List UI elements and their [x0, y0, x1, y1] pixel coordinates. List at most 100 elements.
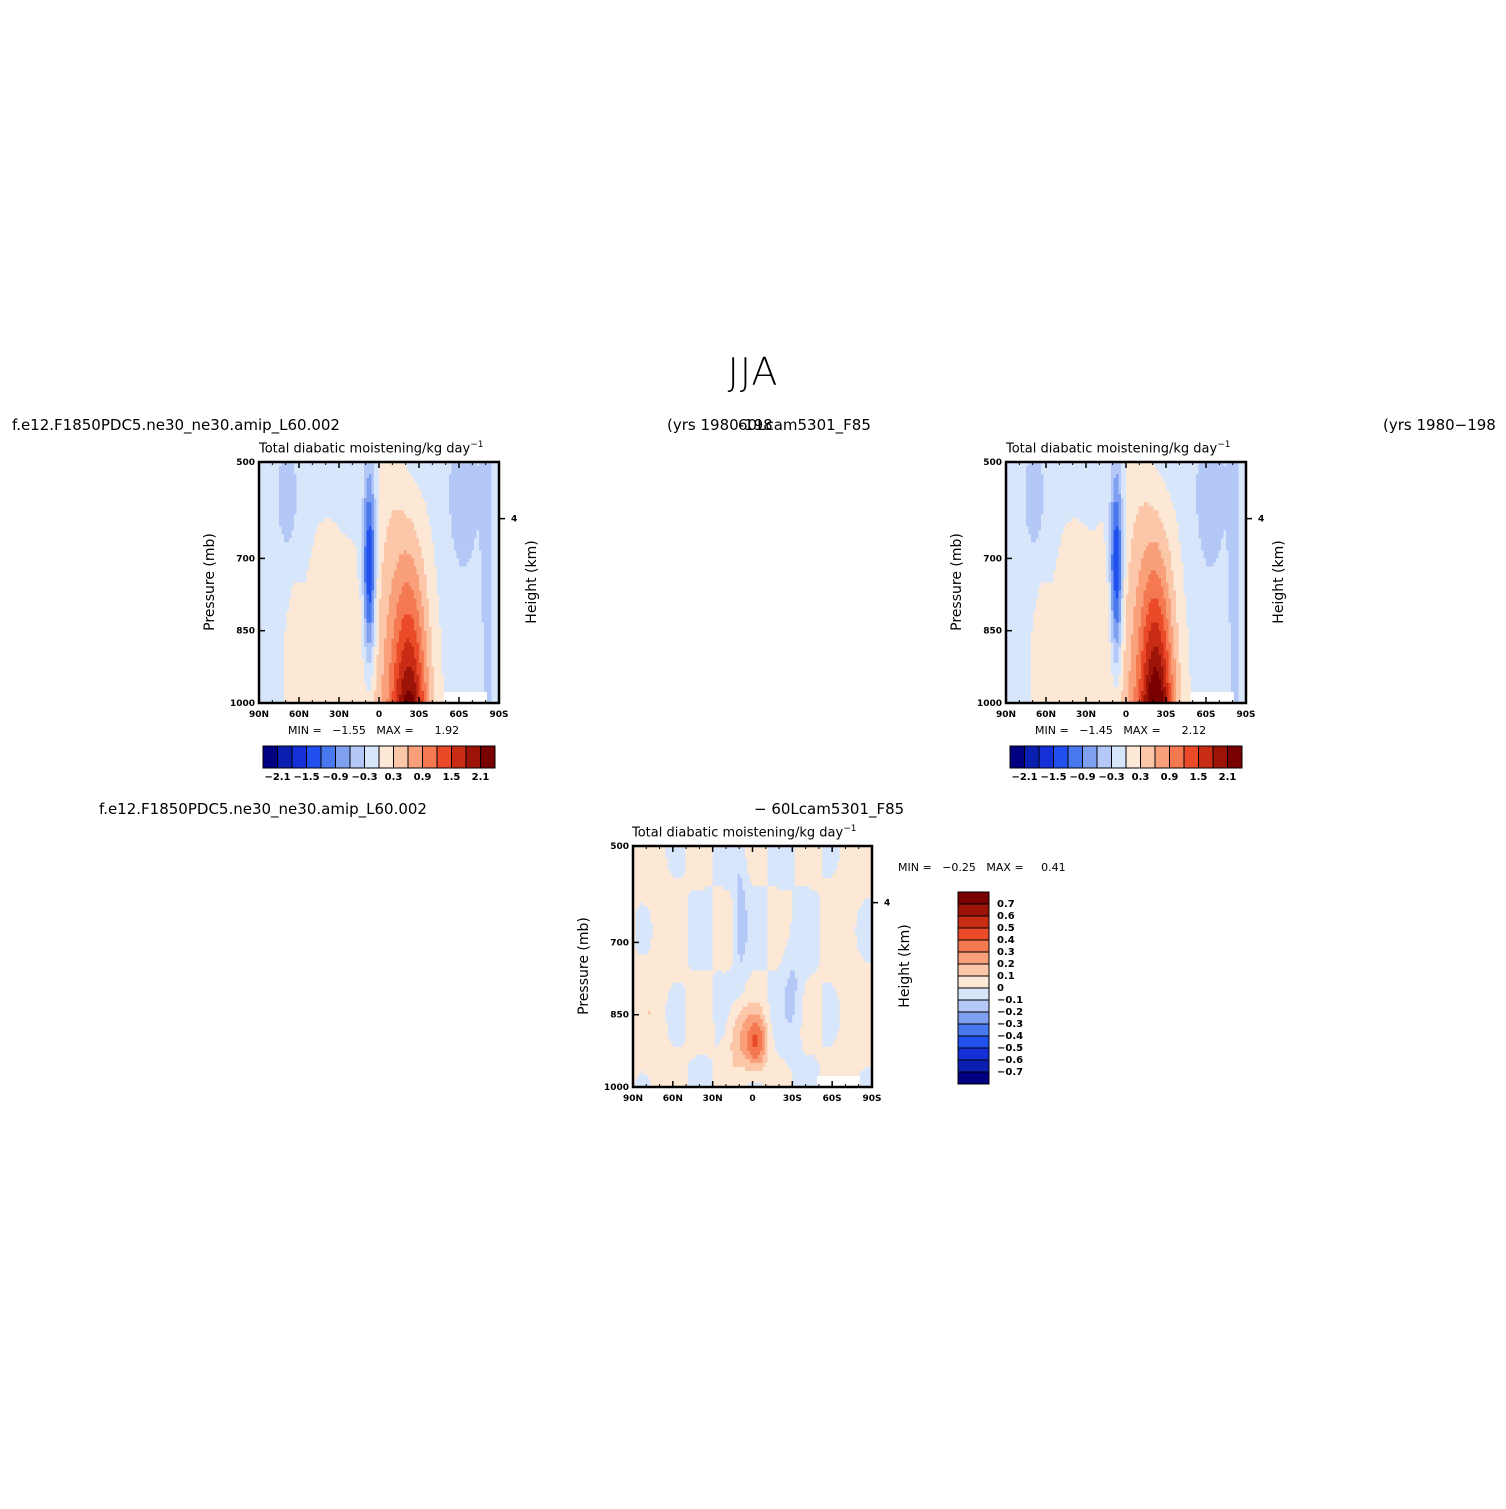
heatmap-cell — [276, 662, 280, 668]
heatmap-cell — [259, 582, 263, 588]
heatmap-cell — [289, 602, 293, 608]
heatmap-cell — [284, 570, 288, 576]
heatmap-cell — [286, 582, 290, 588]
heatmap-cell — [279, 558, 283, 564]
panel2-title: Total diabatic moistening/kg day−1 — [1006, 440, 1231, 457]
heatmap-cell — [296, 494, 300, 499]
heatmap-cell — [296, 490, 300, 495]
heatmap-cell — [266, 474, 270, 479]
heatmap-cell — [269, 494, 273, 499]
heatmap-cell — [264, 558, 268, 564]
heatmap-cell — [271, 666, 275, 672]
heatmap-cell — [296, 654, 300, 660]
heatmap-cell — [284, 538, 288, 543]
heatmap-cell — [281, 502, 285, 507]
heatmap-cell — [279, 490, 283, 495]
heatmap-cell — [294, 658, 298, 664]
panel1-case-right: (yrs 1980-198 — [667, 416, 773, 434]
heatmap-cell — [291, 698, 295, 704]
heatmap-cell — [259, 550, 263, 555]
heatmap-cell — [259, 598, 263, 604]
heatmap-cell — [271, 474, 275, 479]
heatmap-cell — [291, 514, 295, 519]
heatmap-cell — [269, 698, 273, 704]
heatmap-cell — [264, 534, 268, 539]
heatmap-cell — [259, 478, 263, 483]
heatmap-cell — [271, 510, 275, 515]
heatmap-cell — [261, 478, 265, 483]
heatmap-cell — [284, 530, 288, 535]
heatmap-cell — [279, 626, 283, 632]
heatmap-cell — [281, 606, 285, 612]
heatmap-cell — [284, 582, 288, 588]
heatmap-cell — [266, 514, 270, 519]
heatmap-cell — [271, 462, 275, 467]
heatmap-cell — [291, 582, 295, 588]
heatmap-cell — [261, 566, 265, 572]
heatmap-cell — [286, 666, 290, 672]
heatmap-cell — [284, 506, 288, 511]
heatmap-cell — [279, 546, 283, 551]
heatmap-cell — [279, 606, 283, 612]
heatmap-cell — [259, 650, 263, 656]
heatmap-cell — [271, 686, 275, 692]
heatmap-cell — [279, 562, 283, 568]
heatmap-cell — [291, 618, 295, 624]
heatmap-cell — [279, 670, 283, 676]
heatmap-cell — [281, 566, 285, 572]
heatmap-cell — [284, 626, 288, 632]
heatmap-cell — [284, 514, 288, 519]
heatmap-cell — [274, 610, 278, 616]
heatmap-cell — [294, 526, 298, 531]
heatmap-cell — [269, 662, 273, 668]
heatmap-cell — [261, 686, 265, 692]
heatmap-cell — [269, 634, 273, 640]
heatmap-cell — [289, 598, 293, 604]
heatmap-cell — [284, 546, 288, 551]
heatmap-cell — [261, 530, 265, 535]
heatmap-cell — [281, 490, 285, 495]
heatmap-cell — [289, 502, 293, 507]
heatmap-cell — [259, 594, 263, 600]
heatmap-cell — [284, 470, 288, 475]
heatmap-cell — [291, 538, 295, 543]
heatmap-cell — [286, 486, 290, 491]
heatmap-cell — [271, 494, 275, 499]
heatmap-cell — [274, 490, 278, 495]
heatmap-cell — [264, 674, 268, 680]
heatmap-cell — [261, 678, 265, 684]
heatmap-cell — [276, 538, 280, 543]
heatmap-cell — [269, 506, 273, 511]
heatmap-cell — [276, 474, 280, 479]
heatmap-cell — [269, 474, 273, 479]
heatmap-cell — [289, 678, 293, 684]
heatmap-cell — [296, 546, 300, 551]
heatmap-cell — [271, 682, 275, 688]
heatmap-cell — [289, 462, 293, 467]
heatmap-cell — [276, 482, 280, 487]
heatmap-cell — [276, 462, 280, 467]
heatmap-cell — [276, 550, 280, 555]
heatmap-cell — [286, 578, 290, 584]
heatmap-cell — [264, 658, 268, 664]
heatmap-cell — [269, 638, 273, 644]
heatmap-cell — [269, 486, 273, 491]
heatmap-cell — [284, 562, 288, 568]
heatmap-cell — [281, 670, 285, 676]
heatmap-cell — [289, 662, 293, 668]
heatmap-cell — [266, 506, 270, 511]
heatmap-cell — [271, 470, 275, 475]
heatmap-cell — [261, 494, 265, 499]
heatmap-cell — [279, 662, 283, 668]
heatmap-cell — [271, 634, 275, 640]
heatmap-cell — [261, 638, 265, 644]
heatmap-cell — [289, 578, 293, 584]
heatmap-cell — [281, 534, 285, 539]
heatmap-cell — [269, 694, 273, 700]
heatmap-cell — [274, 534, 278, 539]
panel2-case-left: 60Lcam5301_F85 — [738, 416, 871, 434]
heatmap-cell — [286, 646, 290, 652]
heatmap-cell — [281, 682, 285, 688]
heatmap-cell — [259, 654, 263, 660]
heatmap-cell — [291, 526, 295, 531]
